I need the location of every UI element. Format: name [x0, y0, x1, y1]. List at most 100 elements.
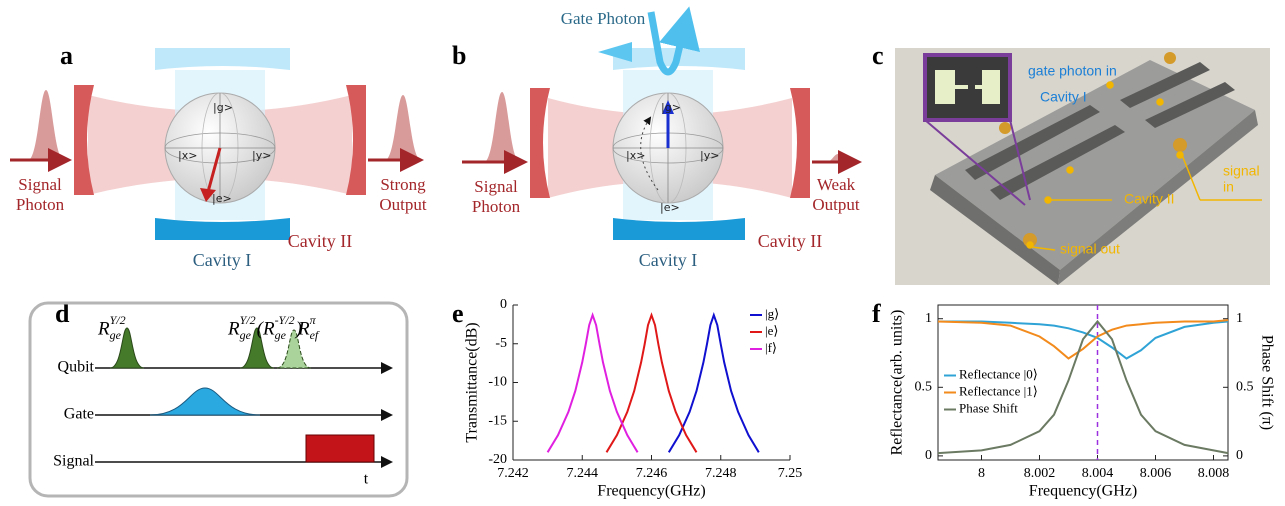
x-tick-label: 7.244 [567, 466, 599, 481]
panel-b-diagram: |g> |e> |x> |y> Gate Photon Signal Photo… [462, 6, 862, 270]
panel-c-photo-shape [1173, 138, 1187, 152]
x-tick-label: 8.004 [1082, 466, 1114, 481]
series-line [937, 319, 1229, 360]
photo-label: gate photon in [1028, 63, 1117, 79]
panel-c-photo-shape-shape [1066, 166, 1074, 174]
y2-tick-label: 0.5 [1236, 380, 1254, 395]
panel-c-photo-shape-shape [1031, 246, 1056, 251]
output-label: Strong [380, 175, 426, 194]
series-line [546, 312, 639, 453]
cavity-label: Cavity I [639, 250, 698, 270]
panel-c-photo-shape [990, 125, 1125, 200]
x-axis-label: Frequency(GHz) [597, 483, 705, 500]
panel-b-diagram-shape [598, 42, 632, 62]
panel-d-diagram-shape [276, 329, 312, 369]
y-tick-label: 0 [500, 297, 507, 312]
pulse-label: R [297, 318, 310, 339]
y-tick-label: 1 [925, 311, 932, 326]
photo-label: signal out [1060, 241, 1120, 257]
y-tick-label: -5 [495, 336, 507, 351]
panel-c-photo-shape [1120, 62, 1210, 108]
panel-c-photo-shape [1145, 82, 1235, 128]
x-axis-label: Frequency(GHz) [1029, 483, 1137, 500]
y-tick-label: 0.5 [915, 380, 933, 395]
panel-d-diagram-shape [28, 301, 409, 498]
panel-a-diagram-shape [200, 188, 216, 202]
x-tick-label: 8.008 [1198, 466, 1230, 481]
panel-d-diagram: Qubit Gate Signal t [28, 301, 409, 498]
panel-b-diagram-shape [790, 88, 810, 198]
pulse-labels: R Y/2ge R Y/2ge (R -Y/2ge)R πef [97, 313, 320, 342]
panel-d-diagram-shape [305, 434, 375, 463]
ket-label: |e> [660, 201, 680, 214]
panel-c-photo-shape-shape [1156, 98, 1164, 106]
panel-label: e [452, 299, 464, 328]
output-label: Weak [817, 175, 856, 194]
panel-a-diagram-shape [155, 218, 290, 240]
y2-tick-label: 0 [1236, 448, 1243, 463]
ket-label: |x> [626, 149, 645, 162]
panel-b-diagram-shape [647, 6, 700, 76]
pulse-label: ) [295, 318, 302, 339]
output-label: Output [812, 195, 860, 214]
input-label: Photon [16, 195, 65, 214]
legend-label: |g⟩ [765, 306, 779, 321]
panel-c-photo-shape [999, 122, 1011, 134]
panel-c-photo-shape [1058, 110, 1258, 285]
y-tick-label: 0 [925, 448, 932, 463]
series-line [605, 312, 698, 453]
ket-label: |y> [700, 149, 719, 162]
x-tick-label: 7.242 [497, 466, 529, 481]
series-line [937, 319, 1229, 455]
pulse-label-sup: Y/2 [240, 313, 256, 327]
y-axis-label: Transmittance(dB) [464, 322, 481, 442]
row-label: Gate [64, 406, 94, 423]
x-tick-label: 7.246 [636, 466, 668, 481]
panel-c-photo-shape [1009, 119, 1031, 201]
panel-label: a [60, 41, 73, 70]
panel-c-photo-shape [1026, 81, 1262, 251]
panel-label: f [872, 299, 881, 328]
panel-b-diagram-shape [613, 218, 745, 240]
legend-label: Phase Shift [959, 400, 1018, 415]
pulse-label-sup: -Y/2 [275, 313, 295, 327]
y2-tick-label: 1 [1236, 311, 1243, 326]
panel-c-photo-shape [1023, 233, 1037, 247]
panel-label: b [452, 41, 466, 70]
cavity-label: Cavity II [288, 231, 353, 251]
panel-label: d [55, 299, 70, 328]
x-tick-label: 8 [978, 466, 985, 481]
panel-a-diagram-shape [74, 85, 94, 195]
x-tick-label: 8.002 [1024, 466, 1056, 481]
charts: 7.242 7.244 7.246 7.248 7.25 0 -5 -10 -15 -20 Freq… [464, 297, 1276, 499]
panel-c-photo-shape [975, 70, 1000, 104]
panel-b-diagram-shape [640, 116, 659, 191]
legend-label: Reflectance |1⟩ [959, 383, 1038, 398]
output-label: Output [379, 195, 427, 214]
input-label: Signal [474, 177, 518, 196]
cavity-label: Cavity II [758, 231, 823, 251]
ket-label: |e> [212, 192, 232, 205]
row-label: Signal [53, 453, 94, 470]
y-tick-label: -15 [488, 413, 507, 428]
legend-label: |e⟩ [765, 323, 778, 338]
panel-b-diagram-shape [530, 88, 550, 198]
panel-c-photo: gate photon in Cavity I signal in Cavity… [895, 48, 1270, 285]
panel-c-photo-shape-shape [1026, 241, 1034, 249]
panel-c-photo-shape-shape [1176, 151, 1184, 159]
panel-a-diagram: |g> |e> |x> |y> Signal Photon Strong Out… [10, 48, 427, 270]
pulse-label: (R [257, 318, 275, 339]
panel-a-diagram-shape [346, 85, 366, 195]
pulse-label: R [227, 318, 240, 339]
y-tick-label: -20 [488, 452, 507, 467]
panel-c-photo-shape [965, 105, 1100, 180]
series-line [938, 320, 1229, 360]
panel-d-diagram-shape [109, 327, 145, 369]
ket-label: |g> [661, 101, 681, 114]
x-tick-label: 7.25 [778, 466, 803, 481]
pulse-label-sub: ge [240, 328, 252, 342]
panel-c-photo-shape [930, 175, 1060, 285]
pulse-label-sup: π [310, 313, 317, 327]
series-line [667, 312, 760, 453]
panel-c-photo-shape [935, 70, 968, 104]
